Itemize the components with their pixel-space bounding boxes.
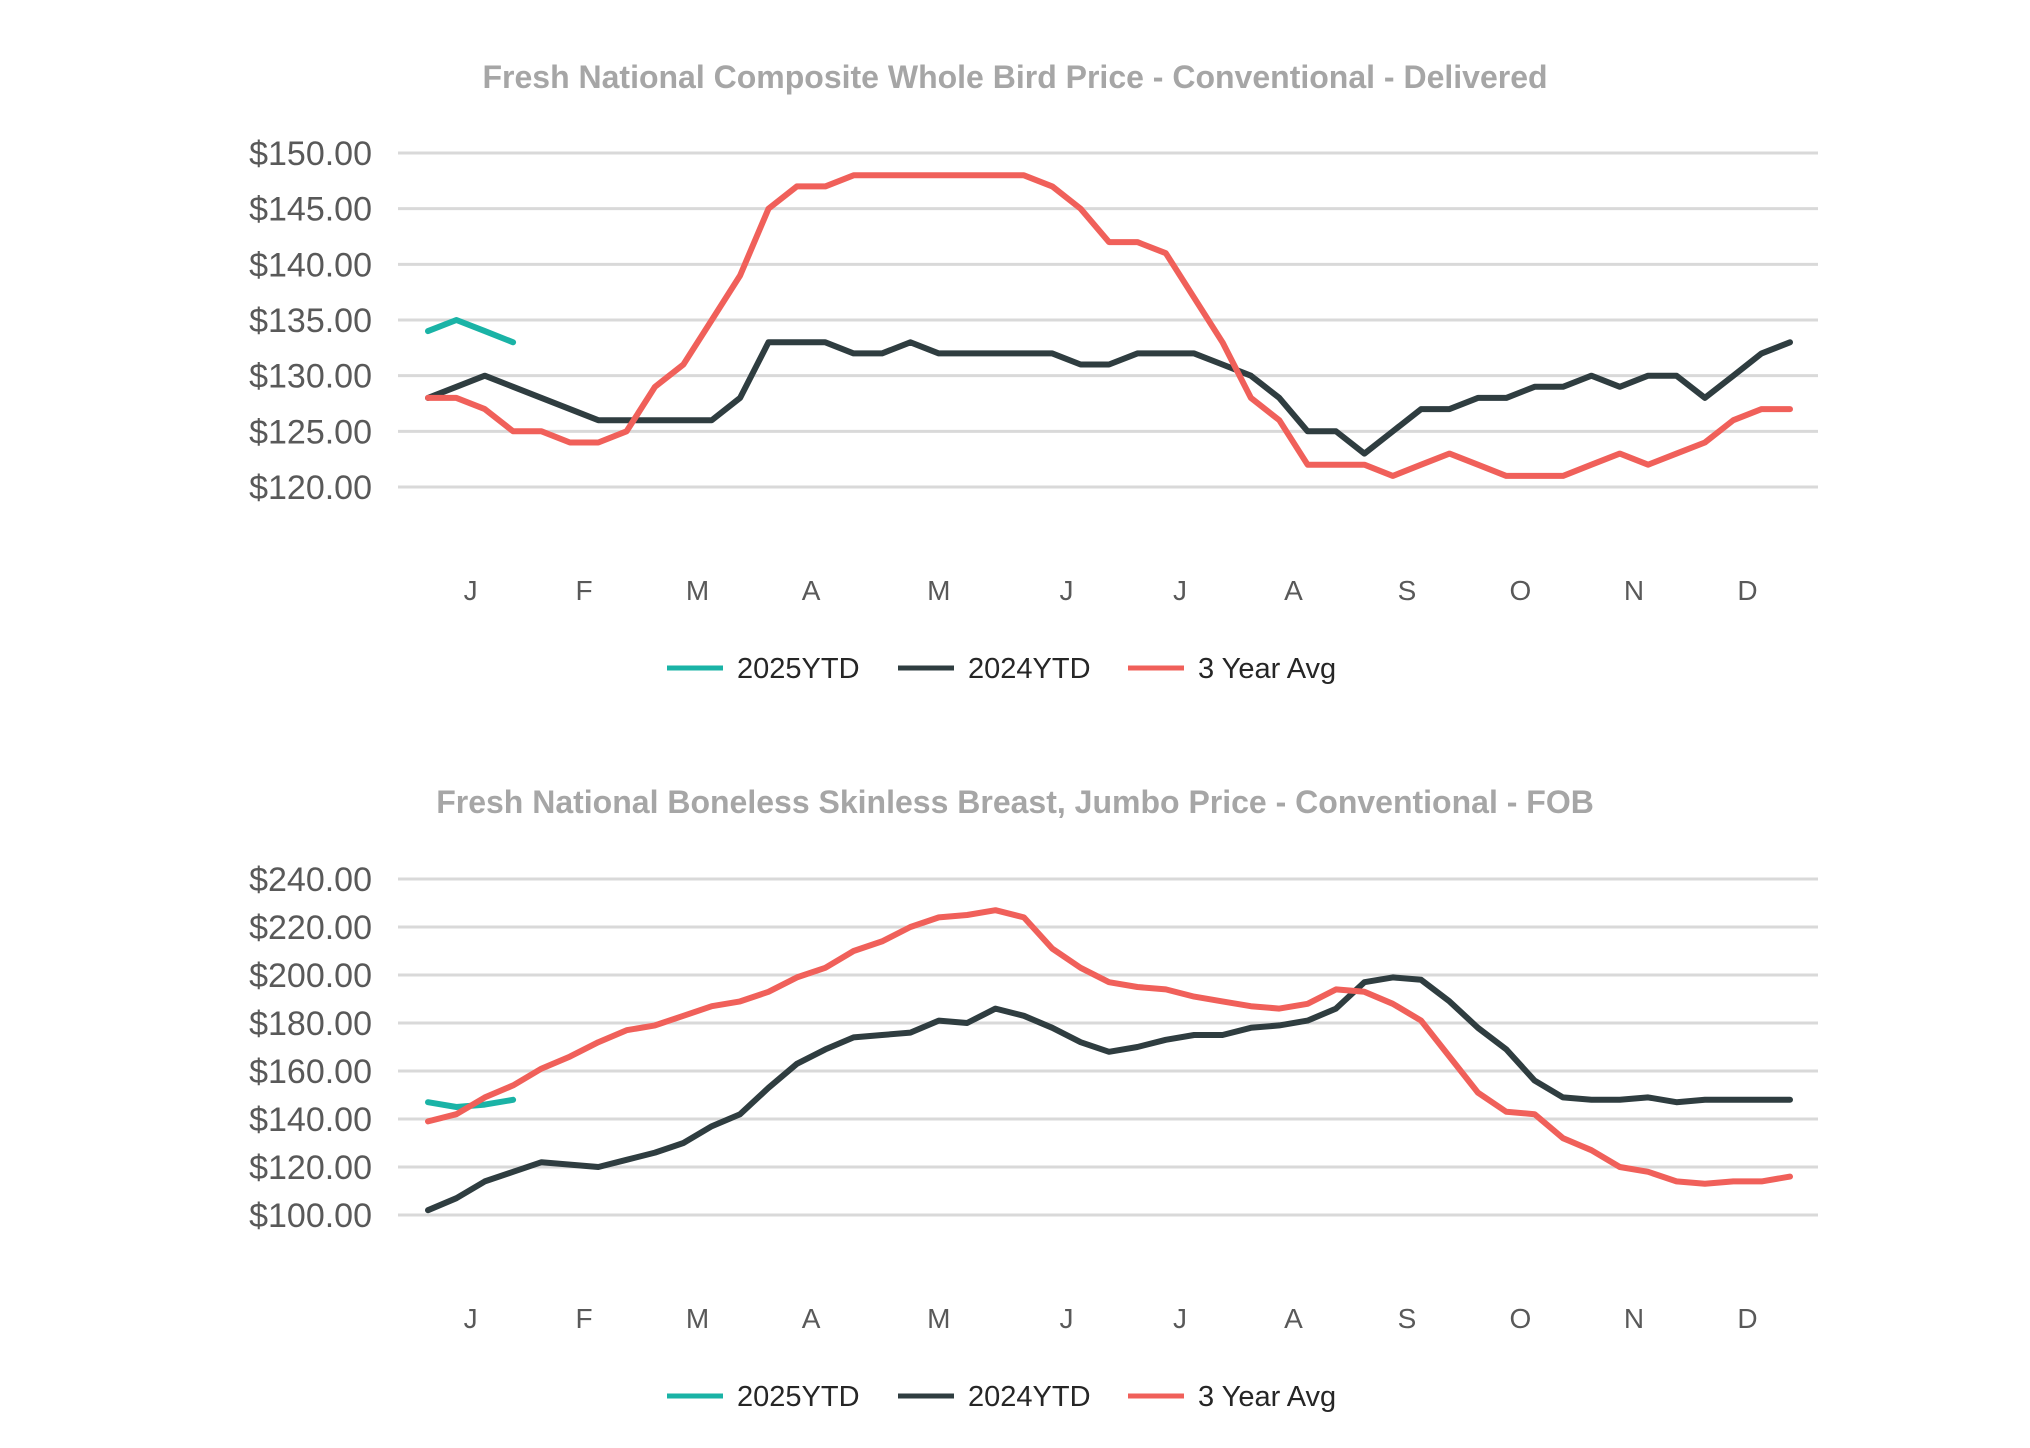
x-tick-label: M bbox=[927, 1303, 950, 1334]
x-tick-label: J bbox=[464, 1303, 478, 1334]
legend-label-2024ytd: 2024YTD bbox=[968, 1381, 1091, 1413]
x-tick-label: O bbox=[1510, 575, 1532, 606]
y-tick-label: $130.00 bbox=[249, 358, 372, 396]
legend-label-3-year-avg: 3 Year Avg bbox=[1198, 1381, 1336, 1413]
x-tick-label: J bbox=[1173, 1303, 1187, 1334]
series-lines bbox=[425, 172, 1793, 479]
legend: 2025YTD 2024YTD 3 Year Avg bbox=[667, 1381, 1336, 1413]
x-tick-label: O bbox=[1510, 1303, 1532, 1334]
gridlines bbox=[398, 877, 1818, 1217]
y-tick-label: $180.00 bbox=[249, 1005, 372, 1043]
chart-whole-bird-price: Fresh National Composite Whole Bird Pric… bbox=[249, 59, 1818, 685]
chart-title: Fresh National Boneless Skinless Breast,… bbox=[436, 784, 1594, 820]
y-axis-ticks: $100.00 $120.00 $140.00 $160.00 $180.00 $200.… bbox=[249, 861, 372, 1235]
y-tick-label: $125.00 bbox=[249, 413, 372, 451]
x-tick-label: A bbox=[802, 1303, 821, 1334]
x-tick-label: S bbox=[1398, 575, 1417, 606]
y-tick-label: $150.00 bbox=[249, 135, 372, 173]
x-tick-label: M bbox=[686, 575, 709, 606]
legend-label-2025ytd: 2025YTD bbox=[737, 653, 860, 685]
x-tick-label: J bbox=[1173, 575, 1187, 606]
y-tick-label: $120.00 bbox=[249, 469, 372, 507]
x-tick-label: J bbox=[1059, 1303, 1073, 1334]
x-tick-label: A bbox=[1284, 575, 1303, 606]
gridlines bbox=[398, 151, 1818, 489]
series-line-2025ytd bbox=[425, 317, 517, 346]
legend-label-2024ytd: 2024YTD bbox=[968, 653, 1091, 685]
x-tick-label: F bbox=[576, 1303, 593, 1334]
legend-label-3-year-avg: 3 Year Avg bbox=[1198, 653, 1336, 685]
series-line-3-year-avg bbox=[425, 172, 1793, 479]
x-tick-label: S bbox=[1398, 1303, 1417, 1334]
y-tick-label: $220.00 bbox=[249, 909, 372, 947]
y-tick-label: $100.00 bbox=[249, 1197, 372, 1235]
x-tick-label: M bbox=[686, 1303, 709, 1334]
x-tick-label: D bbox=[1737, 575, 1757, 606]
x-tick-label: J bbox=[464, 575, 478, 606]
y-tick-label: $140.00 bbox=[249, 1101, 372, 1139]
x-tick-label: D bbox=[1737, 1303, 1757, 1334]
x-tick-label: N bbox=[1624, 575, 1644, 606]
y-tick-label: $145.00 bbox=[249, 191, 372, 229]
chart-boneless-breast-price: Fresh National Boneless Skinless Breast,… bbox=[249, 784, 1818, 1413]
series-lines bbox=[425, 907, 1793, 1214]
x-tick-label: N bbox=[1624, 1303, 1644, 1334]
y-tick-label: $135.00 bbox=[249, 302, 372, 340]
y-tick-label: $140.00 bbox=[249, 246, 372, 284]
x-tick-label: J bbox=[1059, 575, 1073, 606]
legend: 2025YTD 2024YTD 3 Year Avg bbox=[667, 653, 1336, 685]
y-tick-label: $240.00 bbox=[249, 861, 372, 899]
series-line-2024ytd bbox=[425, 974, 1793, 1214]
series-line-3-year-avg bbox=[425, 907, 1793, 1187]
x-tick-label: F bbox=[576, 575, 593, 606]
y-tick-label: $120.00 bbox=[249, 1149, 372, 1187]
x-tick-label: A bbox=[802, 575, 821, 606]
series-line-2024ytd bbox=[425, 339, 1793, 457]
x-tick-label: A bbox=[1284, 1303, 1303, 1334]
y-tick-label: $160.00 bbox=[249, 1053, 372, 1091]
y-axis-ticks: $120.00 $125.00 $130.00 $135.00 $140.00 $145.… bbox=[249, 135, 372, 507]
chart-title: Fresh National Composite Whole Bird Pric… bbox=[482, 59, 1547, 95]
x-tick-label: M bbox=[927, 575, 950, 606]
y-tick-label: $200.00 bbox=[249, 957, 372, 995]
legend-label-2025ytd: 2025YTD bbox=[737, 1381, 860, 1413]
